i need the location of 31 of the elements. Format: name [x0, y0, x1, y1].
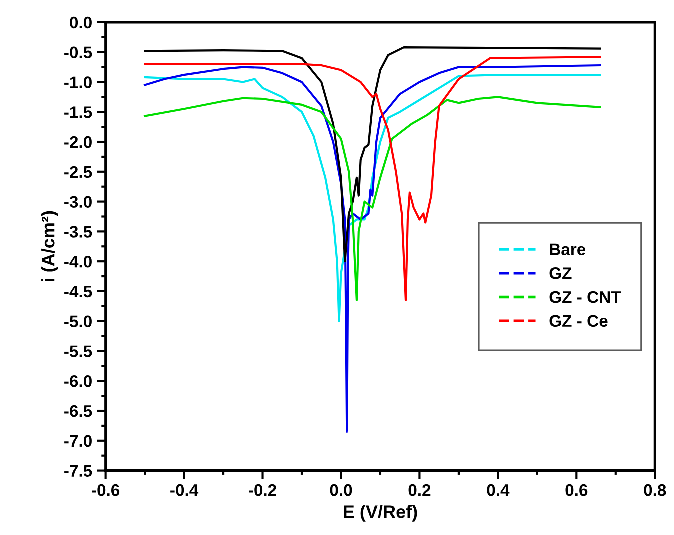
y-tick-label: 0.0: [70, 16, 92, 29]
y-tick-label: -3.5: [64, 226, 92, 238]
y-tick-label: -4.0: [64, 256, 92, 268]
y-tick-label: -4.5: [64, 286, 92, 298]
x-tick-label: 0.6: [566, 484, 588, 496]
y-tick-label: -2.5: [64, 166, 92, 178]
x-tick-label: -0.6: [92, 484, 120, 496]
legend-label: GZ - Ce: [550, 315, 608, 328]
x-tick-label: -0.4: [170, 484, 199, 496]
legend-label: Bare: [550, 244, 586, 256]
legend-label: GZ - CNT: [550, 291, 622, 304]
y-tick-label: -3.0: [64, 196, 92, 208]
y-tick-label: -6.0: [64, 376, 92, 388]
y-tick-label: -5.5: [64, 346, 92, 358]
x-tick-label: -0.2: [249, 484, 276, 496]
x-tick-label: 0.8: [644, 484, 666, 496]
y-tick-label: -1.5: [64, 106, 92, 118]
x-tick-label: 0.2: [408, 484, 431, 496]
legend-label: GZ: [550, 268, 572, 280]
y-tick-label: -6.5: [64, 405, 92, 418]
y-tick-label: -0.5: [64, 46, 92, 59]
x-tick-label: 0.0: [330, 484, 352, 496]
y-tick-label: -1.0: [64, 76, 92, 88]
y-tick-label: -7.5: [64, 465, 92, 478]
y-tick-label: -2.0: [64, 136, 92, 148]
x-tick-label: 0.4: [487, 484, 510, 496]
y-tick-label: -7.0: [64, 435, 92, 448]
line-series: [144, 46, 602, 263]
y-tick-label: -5.0: [64, 316, 92, 328]
x-axis-title: E (V/Ref): [344, 505, 418, 522]
y-axis-title: i (A/cm²): [42, 211, 58, 282]
